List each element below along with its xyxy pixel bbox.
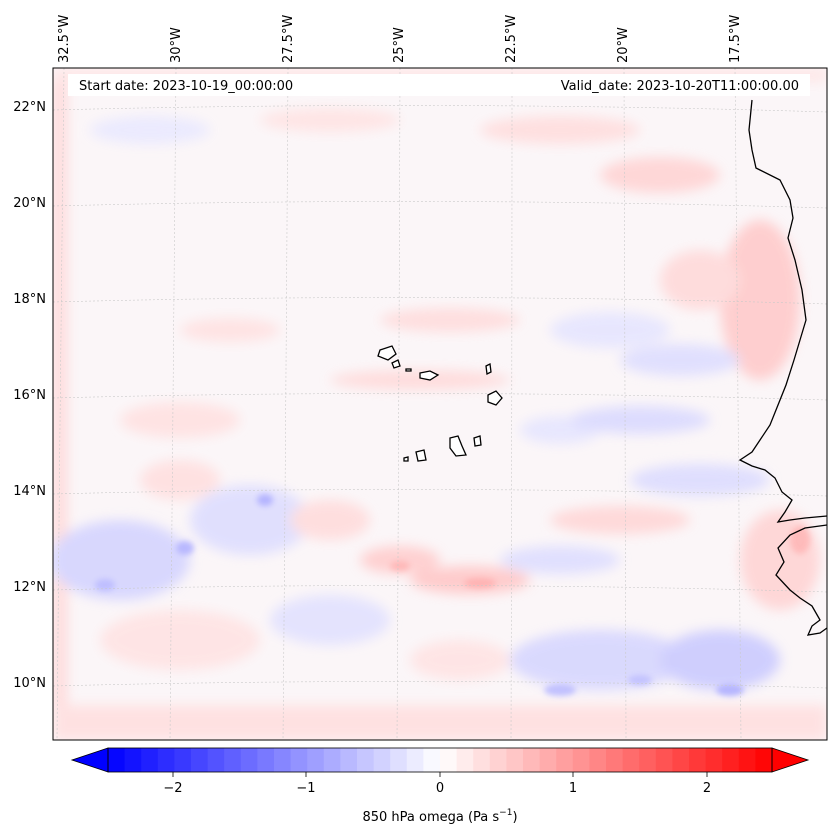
colorbar-cell: [257, 748, 275, 772]
colorbar-tick-label: 0: [436, 781, 444, 796]
colorbar-cell: [290, 748, 308, 772]
colorbar-cell: [224, 748, 242, 772]
colorbar-cell: [390, 748, 408, 772]
map-panel: Start date: 2023-10-19_00:00:00 Valid_da…: [53, 68, 827, 740]
colorbar-cell: [539, 748, 557, 772]
colorbar-ticks: [172, 772, 708, 777]
longitude-labels: 32.5°W 30°W 27.5°W 25°W 22.5°W 20°W 17.5…: [57, 15, 743, 63]
colorbar: −2 −1 0 1 2 850 hPa omega (Pa s−1): [70, 747, 810, 825]
colorbar-cell: [639, 748, 657, 772]
colorbar-cell: [423, 748, 441, 772]
lat-label: 10°N: [13, 676, 46, 691]
lon-label: 22.5°W: [504, 15, 519, 63]
colorbar-cell: [108, 748, 126, 772]
colorbar-cell: [655, 748, 673, 772]
colorbar-cells: [108, 748, 773, 772]
lon-label: 27.5°W: [281, 15, 296, 63]
lat-label: 20°N: [13, 196, 46, 211]
colorbar-cell: [124, 748, 142, 772]
latitude-labels: 22°N 20°N 18°N 16°N 14°N 12°N 10°N: [13, 100, 46, 691]
colorbar-cell: [705, 748, 723, 772]
colorbar-cell: [556, 748, 574, 772]
colorbar-cell: [340, 748, 358, 772]
lon-label: 17.5°W: [728, 15, 743, 63]
start-date-label: Start date: 2023-10-19_00:00:00: [79, 79, 293, 94]
colorbar-cell: [473, 748, 491, 772]
colorbar-cell: [207, 748, 225, 772]
gambia-guinea-coast: [775, 524, 827, 636]
lat-label: 12°N: [13, 580, 46, 595]
colorbar-cell: [489, 748, 507, 772]
colorbar-cell: [523, 748, 541, 772]
colorbar-cell: [456, 748, 474, 772]
colorbar-cell: [191, 748, 209, 772]
lon-label: 20°W: [616, 27, 631, 63]
colorbar-tick-label: 2: [703, 781, 711, 796]
lat-label: 18°N: [13, 292, 46, 307]
colorbar-cell: [506, 748, 524, 772]
lon-label: 32.5°W: [57, 15, 72, 63]
colorbar-tick-label: −2: [163, 781, 182, 796]
colorbar-cell: [622, 748, 640, 772]
colorbar-tick-label: 1: [569, 781, 577, 796]
colorbar-label: 850 hPa omega (Pa s−1): [362, 808, 517, 825]
colorbar-tick-label: −1: [296, 781, 315, 796]
colorbar-cell: [672, 748, 690, 772]
colorbar-cell: [440, 748, 458, 772]
colorbar-cell: [274, 748, 292, 772]
colorbar-cell: [157, 748, 175, 772]
lat-label: 14°N: [13, 484, 46, 499]
colorbar-cell: [240, 748, 258, 772]
coastlines: [738, 99, 827, 636]
colorbar-cell: [606, 748, 624, 772]
cape-verde-islands: [377, 345, 503, 462]
lat-label: 22°N: [13, 100, 46, 115]
colorbar-cell: [589, 748, 607, 772]
colorbar-cell: [689, 748, 707, 772]
annotation-band: [68, 74, 810, 96]
lon-label: 30°W: [169, 27, 184, 63]
colorbar-cell: [738, 748, 756, 772]
colorbar-cell: [373, 748, 391, 772]
colorbar-cell: [141, 748, 159, 772]
colorbar-cell: [755, 748, 773, 772]
colorbar-cell: [174, 748, 192, 772]
colorbar-cell: [572, 748, 590, 772]
africa-coastline: [738, 99, 827, 523]
colorbar-cell: [722, 748, 740, 772]
colorbar-min-extend: [70, 747, 109, 773]
colorbar-cell: [307, 748, 325, 772]
colorbar-cell: [357, 748, 375, 772]
map-frame: [52, 67, 828, 741]
graticule: [53, 68, 827, 740]
colorbar-cell: [406, 748, 424, 772]
lat-label: 16°N: [13, 388, 46, 403]
colorbar-max-extend: [771, 747, 810, 773]
valid-date-label: Valid_date: 2023-10-20T11:00:00.00: [561, 79, 799, 94]
lon-label: 25°W: [392, 27, 407, 63]
colorbar-cell: [323, 748, 341, 772]
